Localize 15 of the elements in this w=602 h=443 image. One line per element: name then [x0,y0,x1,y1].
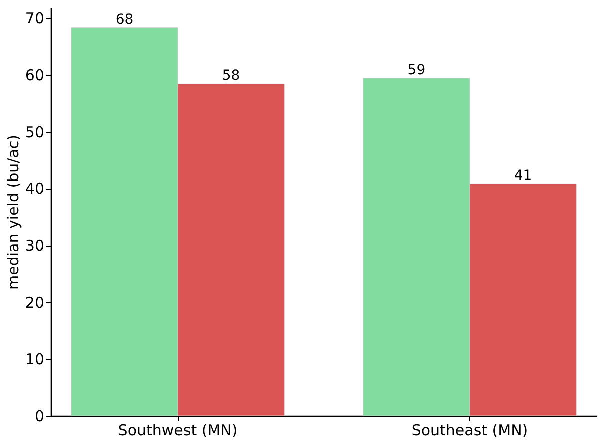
y-tick-label: 70 [25,10,44,28]
x-tick-label: Southeast (MN) [412,422,528,440]
y-tick-label: 10 [25,350,44,369]
data-label: 41 [514,168,532,184]
y-tick-label: 20 [25,294,44,312]
x-tick-label: Southwest (MN) [118,422,238,440]
y-tick-label: 40 [25,180,44,198]
data-label: 59 [408,62,426,78]
data-label: 68 [116,12,134,28]
y-tick-label: 60 [25,66,44,85]
y-axis-title: median yield (bu/ac) [4,135,22,290]
y-tick-label: 50 [25,123,44,142]
y-tick-label: 30 [25,237,44,256]
data-label: 58 [222,68,240,84]
y-tick-label: 0 [34,408,44,426]
